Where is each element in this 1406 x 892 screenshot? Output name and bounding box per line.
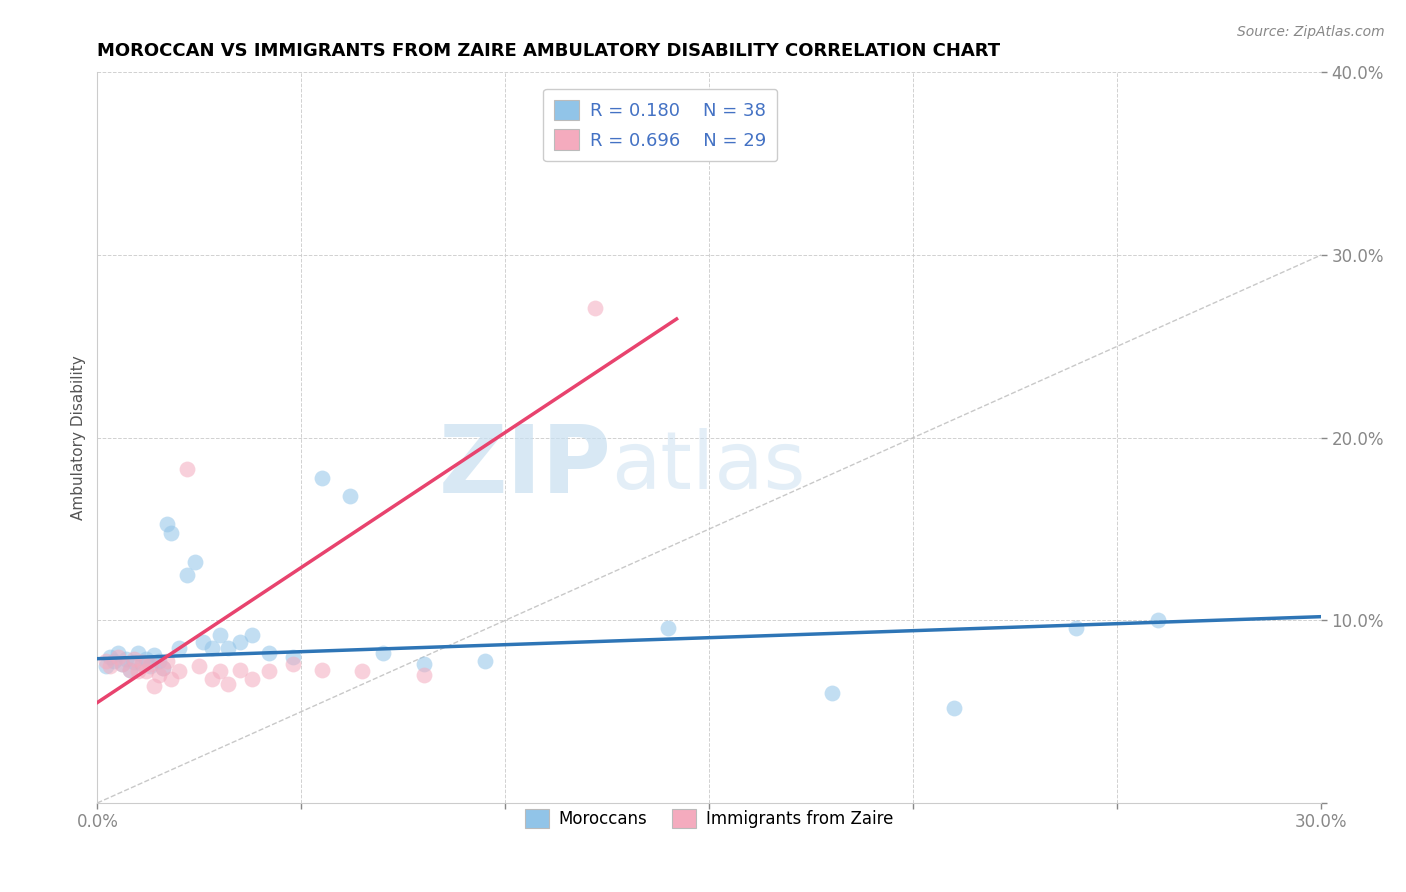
Point <box>371 646 394 660</box>
Point <box>200 672 222 686</box>
Point <box>257 646 280 660</box>
Point <box>135 651 157 665</box>
Point <box>1147 613 1170 627</box>
Point <box>152 661 174 675</box>
Point <box>115 651 138 665</box>
Point <box>139 659 162 673</box>
Point <box>131 657 153 672</box>
Text: Source: ZipAtlas.com: Source: ZipAtlas.com <box>1237 25 1385 39</box>
Point <box>281 657 304 672</box>
Point <box>820 686 842 700</box>
Point <box>176 461 198 475</box>
Point <box>118 663 141 677</box>
Point <box>143 648 166 662</box>
Point <box>143 679 166 693</box>
Point <box>98 649 121 664</box>
Point <box>583 301 606 315</box>
Point <box>156 516 179 531</box>
Point <box>94 659 117 673</box>
Legend: Moroccans, Immigrants from Zaire: Moroccans, Immigrants from Zaire <box>519 802 900 835</box>
Y-axis label: Ambulatory Disability: Ambulatory Disability <box>72 355 86 520</box>
Point <box>94 653 117 667</box>
Point <box>118 663 141 677</box>
Point <box>98 659 121 673</box>
Point <box>167 665 190 679</box>
Point <box>159 672 181 686</box>
Point <box>412 657 434 672</box>
Point <box>311 663 333 677</box>
Point <box>167 640 190 655</box>
Point <box>942 701 965 715</box>
Point <box>107 646 129 660</box>
Point <box>111 657 134 672</box>
Point <box>127 646 149 660</box>
Point <box>657 621 679 635</box>
Point <box>107 649 129 664</box>
Text: ZIP: ZIP <box>439 421 612 513</box>
Point <box>339 489 361 503</box>
Point <box>311 471 333 485</box>
Point <box>1066 621 1088 635</box>
Point <box>139 657 162 672</box>
Point <box>188 659 211 673</box>
Point <box>240 628 263 642</box>
Point <box>240 672 263 686</box>
Point <box>156 653 179 667</box>
Point <box>257 665 280 679</box>
Point <box>131 656 153 670</box>
Point <box>122 656 145 670</box>
Point <box>111 657 134 672</box>
Point <box>229 663 252 677</box>
Point <box>208 628 231 642</box>
Point <box>127 665 149 679</box>
Point <box>217 677 239 691</box>
Point <box>176 567 198 582</box>
Point <box>193 635 215 649</box>
Point <box>103 653 125 667</box>
Point <box>352 665 374 679</box>
Point <box>412 668 434 682</box>
Point <box>152 661 174 675</box>
Point <box>148 668 170 682</box>
Point <box>200 640 222 655</box>
Point <box>122 651 145 665</box>
Point <box>208 665 231 679</box>
Point <box>229 635 252 649</box>
Point <box>135 665 157 679</box>
Point <box>474 653 496 667</box>
Text: atlas: atlas <box>612 428 806 506</box>
Point <box>148 653 170 667</box>
Point <box>217 640 239 655</box>
Point <box>281 649 304 664</box>
Text: MOROCCAN VS IMMIGRANTS FROM ZAIRE AMBULATORY DISABILITY CORRELATION CHART: MOROCCAN VS IMMIGRANTS FROM ZAIRE AMBULA… <box>97 42 1001 60</box>
Point <box>184 555 207 569</box>
Point <box>159 525 181 540</box>
